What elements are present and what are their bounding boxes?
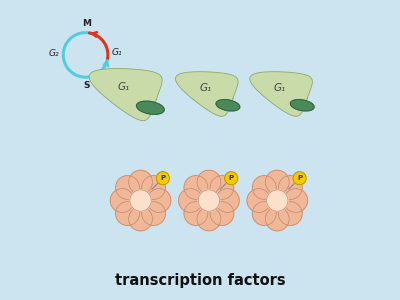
Text: P: P [160,175,166,181]
Circle shape [197,170,221,194]
Circle shape [216,189,239,212]
Text: G₁: G₁ [199,83,211,93]
Circle shape [293,172,306,185]
Circle shape [278,202,302,225]
Ellipse shape [136,101,164,114]
Circle shape [147,189,171,212]
Text: S: S [83,81,90,90]
Circle shape [225,172,238,185]
Circle shape [266,190,288,211]
Circle shape [252,202,276,225]
Circle shape [265,170,289,194]
Circle shape [198,190,220,211]
Circle shape [156,172,169,185]
Circle shape [110,189,134,212]
Circle shape [247,189,271,212]
Circle shape [197,207,221,231]
Text: G₁: G₁ [118,82,130,92]
Circle shape [284,189,308,212]
Circle shape [142,176,166,200]
Circle shape [130,190,151,211]
Circle shape [210,202,234,225]
Ellipse shape [290,100,314,111]
Circle shape [116,176,140,200]
Text: G₁: G₁ [112,48,122,57]
Circle shape [184,176,208,200]
Circle shape [129,170,152,194]
Text: P: P [297,175,302,181]
Circle shape [184,202,208,225]
Text: M: M [82,20,91,28]
Text: P: P [229,175,234,181]
Polygon shape [176,72,238,116]
Circle shape [179,189,202,212]
Circle shape [129,207,152,231]
Polygon shape [250,72,312,116]
Text: transcription factors: transcription factors [115,273,285,288]
Circle shape [116,202,140,225]
Circle shape [210,176,234,200]
Circle shape [252,176,276,200]
Polygon shape [89,68,162,121]
Circle shape [142,202,166,225]
Text: G₂: G₂ [49,49,60,58]
Circle shape [278,176,302,200]
Text: G₁: G₁ [274,83,286,93]
Circle shape [265,207,289,231]
Ellipse shape [216,100,240,111]
